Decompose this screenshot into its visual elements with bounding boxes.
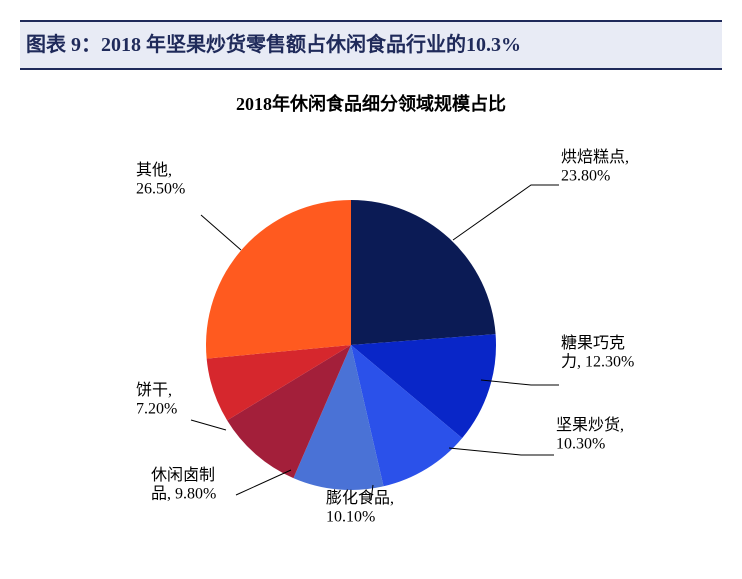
leader-line bbox=[191, 420, 226, 430]
slice-label: 饼干,7.20% bbox=[136, 381, 177, 417]
slice-label: 坚果炒货,10.30% bbox=[556, 416, 624, 452]
slice-label: 膨化食品,10.10% bbox=[326, 489, 394, 525]
pie-chart: 烘焙糕点,23.80% 糖果巧克力, 12.30% 坚果炒货,10.30% 膨化食品,… bbox=[21, 130, 721, 550]
figure-header: 图表 9：2018 年坚果炒货零售额占休闲食品行业的10.3% bbox=[20, 20, 722, 70]
leader-line bbox=[201, 215, 241, 250]
figure-title: 图表 9：2018 年坚果炒货零售额占休闲食品行业的10.3% bbox=[26, 30, 716, 60]
slice-label: 休闲卤制品, 9.80% bbox=[151, 466, 216, 502]
leader-line bbox=[481, 380, 559, 385]
leader-line bbox=[453, 185, 559, 240]
leader-line bbox=[449, 448, 554, 455]
pie-svg: 烘焙糕点,23.80% 糖果巧克力, 12.30% 坚果炒货,10.30% 膨化食品,… bbox=[21, 130, 721, 550]
chart-title: 2018年休闲食品细分领域规模占比 bbox=[20, 90, 722, 116]
pie-slice bbox=[351, 200, 496, 345]
slice-label: 烘焙糕点,23.80% bbox=[561, 148, 629, 184]
leader-line bbox=[236, 470, 291, 495]
pie-slice bbox=[206, 200, 351, 359]
slice-label: 糖果巧克力, 12.30% bbox=[561, 334, 634, 370]
slice-label: 其他,26.50% bbox=[136, 161, 185, 197]
